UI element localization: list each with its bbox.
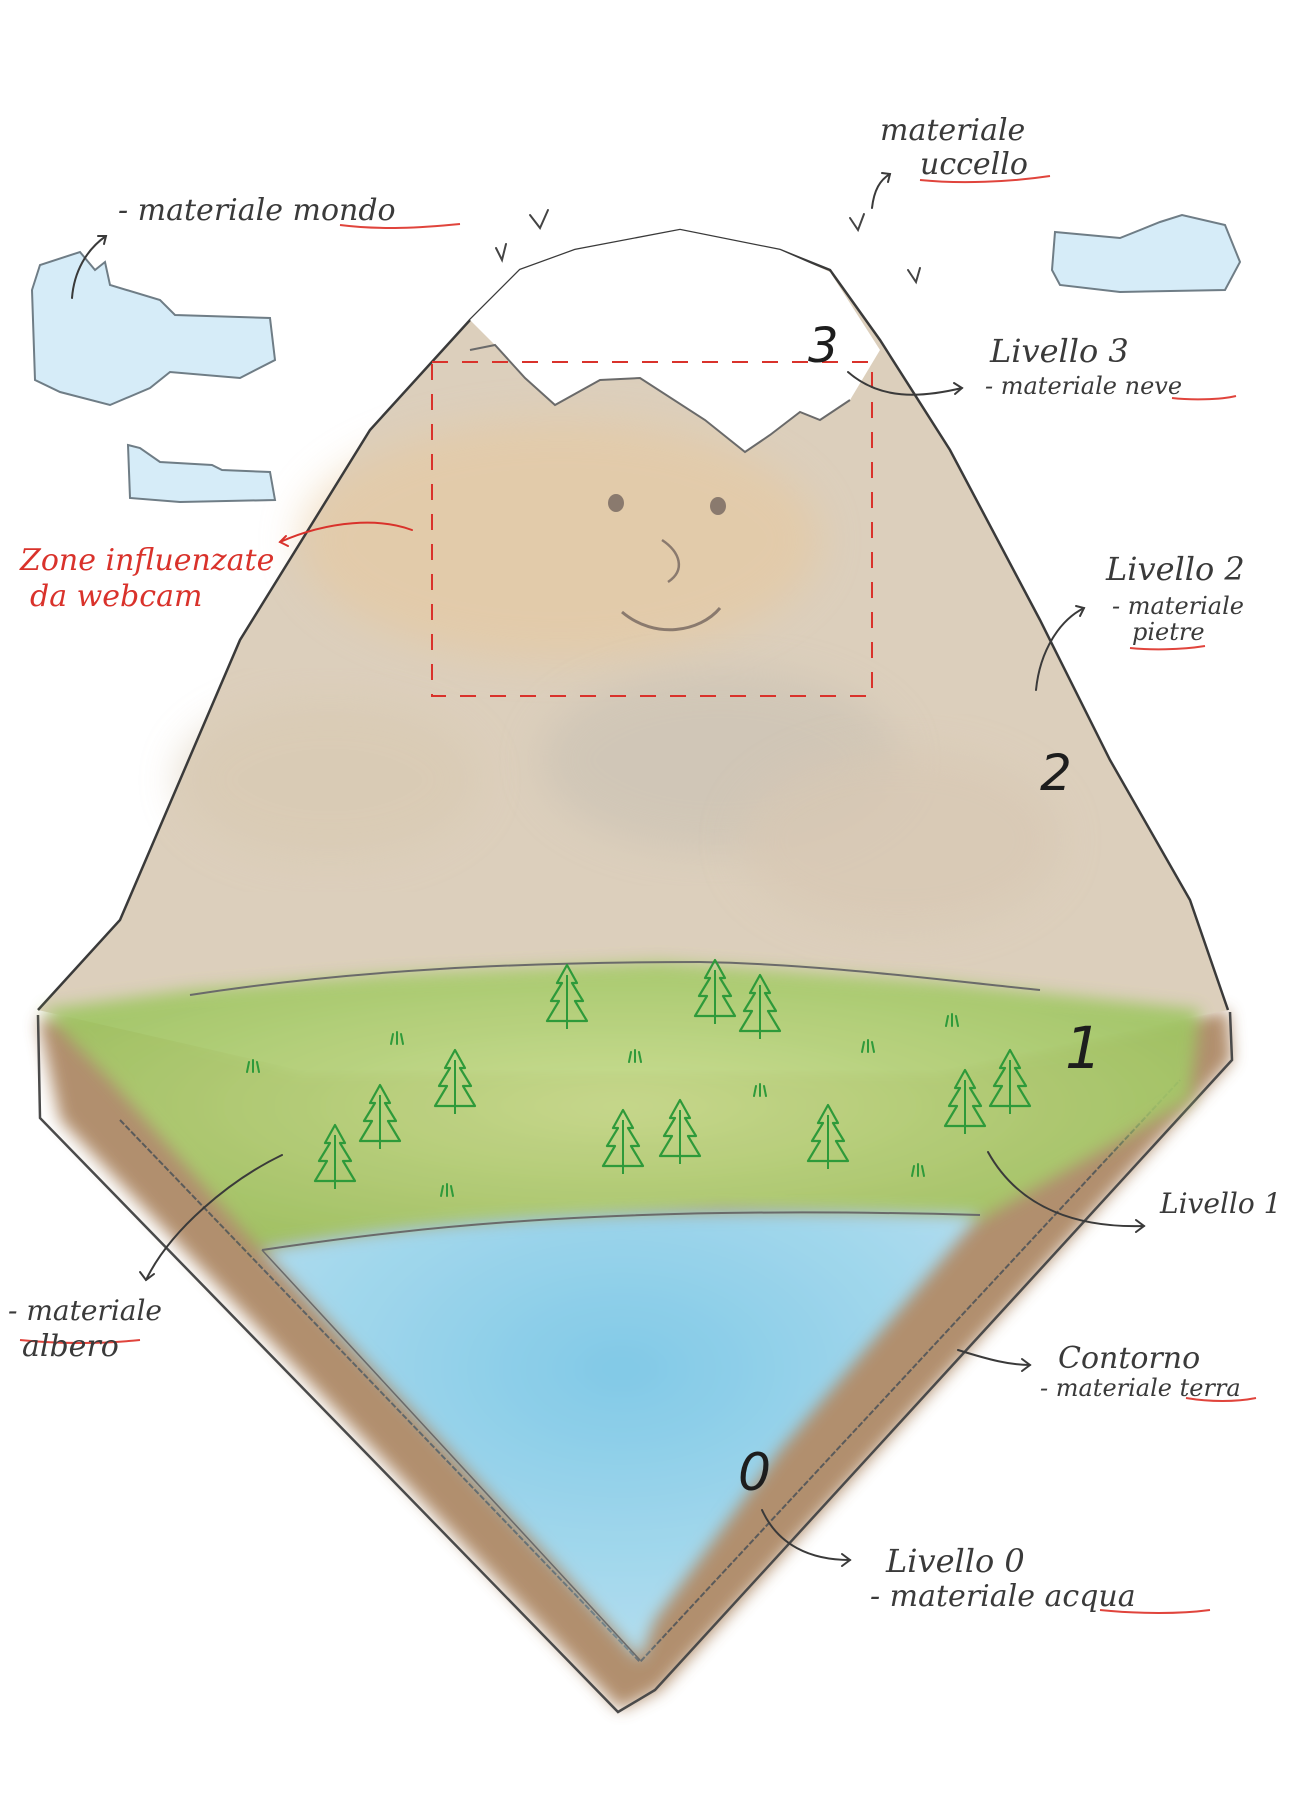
svg-text:da webcam: da webcam [30,579,202,614]
annotation-arrows [71,172,1146,1567]
webcam-zone-box [431,361,873,697]
annotation-level0: Livello 0 - materiale acqua [870,1542,1136,1614]
svg-text:- materiale: - materiale [1112,592,1244,620]
annotation-mondo: - materiale mondo [118,193,396,228]
cloud-icon [30,250,277,407]
svg-text:Zone influenzate: Zone influenzate [19,543,274,578]
annotation-uccello: materiale uccello [880,113,1028,182]
level-number-1: 1 [1065,1014,1102,1082]
snow-cap [469,230,880,454]
svg-text:- materiale mondo: - materiale mondo [118,193,396,228]
svg-text:- materiale neve: - materiale neve [985,372,1182,400]
svg-text:Contorno: Contorno [1058,1341,1200,1376]
annotation-contorno: Contorno - materiale terra [1040,1341,1241,1402]
red-underlines [19,175,1257,1614]
svg-text:Livello 0: Livello 0 [885,1542,1025,1580]
svg-text:albero: albero [22,1329,119,1364]
annotation-level2: Livello 2 - materiale pietre [1105,550,1245,646]
level-number-0: 0 [738,1443,771,1503]
svg-text:- materiale acqua: - materiale acqua [870,1579,1136,1614]
svg-text:uccello: uccello [920,147,1028,182]
annotation-albero: - materiale albero [8,1294,162,1364]
annotation-level1: Livello 1 [1159,1187,1281,1220]
grass-plateau [42,960,1200,1250]
cloud-icon [1050,213,1242,294]
face-icon [608,494,726,632]
annotation-level3: Livello 3 - materiale neve [985,332,1182,400]
level-number-3: 3 [808,318,839,374]
level-number-2: 2 [1040,744,1072,802]
annotation-webcam: Zone influenzate da webcam [19,543,274,614]
water-lake [261,1211,981,1661]
svg-text:Livello 2: Livello 2 [1105,550,1245,588]
mountain-stone [37,228,1230,1070]
svg-text:- materiale terra: - materiale terra [1040,1374,1241,1402]
cloud-icon [126,443,277,504]
svg-text:Livello 1: Livello 1 [1159,1187,1281,1220]
svg-text:materiale: materiale [880,113,1025,148]
svg-text:pietre: pietre [1132,618,1205,646]
webcam-arrow [278,521,413,547]
svg-text:- materiale: - materiale [8,1294,162,1327]
svg-text:Livello 3: Livello 3 [989,332,1129,370]
